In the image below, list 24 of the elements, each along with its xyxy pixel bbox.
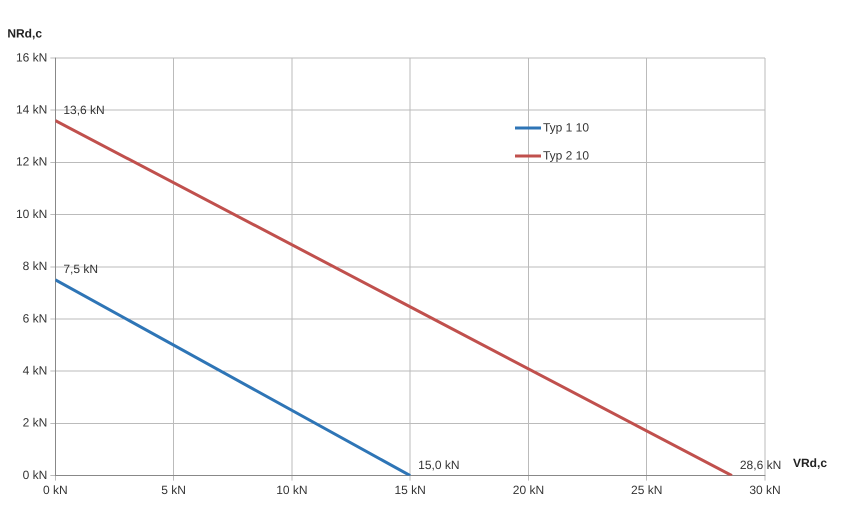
y-tick-label: 6 kN	[22, 311, 48, 326]
annotation: 15,0 kN	[418, 458, 460, 472]
x-axis-title: VRd,c	[793, 456, 828, 470]
y-tick-label: 0 kN	[22, 468, 48, 482]
x-tick-label: 20 kN	[512, 483, 544, 498]
y-tick-label: 4 kN	[22, 364, 48, 378]
y-axis-title: NRd,c	[7, 26, 42, 40]
x-tick-label: 5 kN	[161, 483, 186, 498]
y-tick-label: 2 kN	[22, 416, 48, 430]
x-tick-label: 25 kN	[631, 483, 662, 498]
annotation: 7,5 kN	[63, 262, 98, 276]
y-tick-label: 12 kN	[16, 154, 48, 169]
x-tick-label: 30 kN	[749, 483, 781, 498]
annotation: 28,6 kN	[740, 458, 782, 472]
y-tick-label: 16 kN	[16, 50, 48, 64]
legend-label: Typ 1 10	[543, 120, 590, 134]
y-tick-label: 14 kN	[16, 102, 48, 117]
annotation: 13,6 kN	[63, 102, 105, 117]
x-tick-label: 0 kN	[43, 483, 68, 498]
x-tick-label: 15 kN	[394, 483, 426, 498]
y-tick-label: 8 kN	[22, 259, 48, 274]
legend-label: Typ 2 10	[543, 148, 590, 162]
y-tick-label: 10 kN	[16, 206, 48, 221]
x-tick-label: 10 kN	[276, 483, 308, 498]
